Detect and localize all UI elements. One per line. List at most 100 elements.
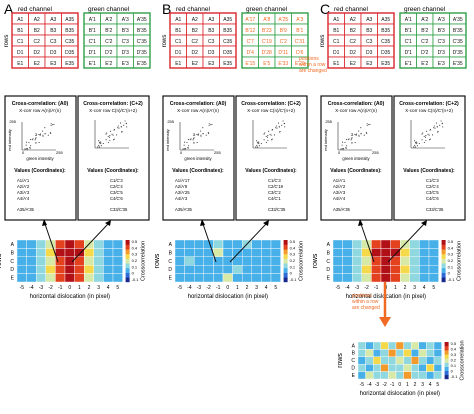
- heatmap-row-label: E: [11, 276, 15, 282]
- colorbar-segment: [441, 244, 446, 250]
- heatmap-cell: [365, 349, 374, 357]
- scatter-point: [354, 142, 356, 144]
- heatmap-cell: [419, 256, 430, 266]
- heatmap-cell: [388, 341, 397, 350]
- heatmap-x-tick: -1: [58, 285, 63, 291]
- scatter-point: [50, 123, 52, 125]
- heatmap-cell: [426, 371, 435, 380]
- heatmap-cell: [365, 356, 374, 365]
- green-grid-outline: [399, 12, 467, 69]
- scatter-point: [207, 131, 209, 133]
- heatmap-x-tick: 2: [246, 285, 249, 291]
- scatter-point: [263, 139, 265, 141]
- heatmap-cell: [409, 265, 420, 274]
- value-coordinate: C2/C'19: [268, 184, 284, 189]
- value-coordinate: C33/C'35: [426, 207, 444, 212]
- colorbar-tick: 0.4: [290, 245, 296, 250]
- scatter-point: [267, 140, 269, 142]
- colorbar-segment: [444, 354, 449, 359]
- green-axis-label: green intensity: [184, 156, 212, 161]
- scatter-point: [100, 142, 102, 144]
- heatmap-cell: [390, 239, 401, 249]
- arrow-right: [71, 223, 109, 263]
- green-channel-grid: A'1 A'2 A'3 A'35 B'1 B'2 B'3 B'35 C'1 C'2 C'3 C'35 D…: [399, 12, 467, 69]
- scatter-point: [265, 141, 267, 143]
- colorbar-label: Crosscorrelation: [460, 340, 466, 380]
- grid-cell-label: E1: [175, 61, 181, 67]
- heatmap-x-tick: 0: [398, 382, 401, 388]
- heatmap-cell: [55, 265, 66, 274]
- heatmap-cell: [103, 248, 114, 257]
- grid-cell-label: C'1: [405, 39, 413, 45]
- heatmap-row-label: D: [326, 267, 330, 273]
- heatmap-cell: [203, 273, 214, 283]
- colorbar-segment: [125, 244, 130, 250]
- values-label: Values (Coordinates):: [172, 168, 224, 174]
- heatmap-cell: [103, 256, 114, 266]
- heatmap-x-tick: 2: [414, 382, 417, 388]
- scatter-point: [254, 146, 257, 148]
- heatmap-cell: [426, 364, 435, 372]
- heatmap-cell: [395, 356, 404, 365]
- grid-cell-label: E2: [34, 61, 40, 67]
- grid-cell-label: B35: [223, 28, 232, 34]
- colorbar-segment: [441, 240, 446, 245]
- heatmap-cell: [74, 265, 85, 274]
- value-coordinate: A1/A'1: [17, 178, 30, 183]
- max-tick: 255: [167, 119, 174, 124]
- heatmap-cell: [373, 356, 382, 365]
- heatmap-x-tick: 1: [394, 285, 397, 291]
- heatmap-cell: [26, 273, 37, 283]
- panel-letter-a: A: [4, 1, 14, 17]
- colorbar-segment: [441, 277, 446, 283]
- scatter-point: [257, 143, 259, 145]
- heatmap-cell: [83, 248, 94, 257]
- grid-cell-label: C'2: [280, 39, 288, 45]
- scatter-point: [113, 128, 116, 131]
- positions-note-b: positions within a row are changed: [299, 56, 327, 74]
- colorbar-segment: [283, 263, 288, 269]
- scatter-point: [429, 128, 432, 131]
- scatter-point: [29, 147, 32, 149]
- grid-cell-label: A3: [208, 17, 214, 23]
- grid-cell-label: A3: [50, 17, 56, 23]
- arrow-right-head: [263, 220, 269, 226]
- grid-cell-label: E'5: [263, 61, 270, 67]
- colorbar-segment: [125, 249, 130, 255]
- heatmap-cell: [261, 256, 272, 266]
- grid-cell-label: E'3: [122, 61, 129, 67]
- scatter-point: [53, 123, 55, 125]
- red-channel-grid: A1 A2 A3 A35 B1 B2 B3 B35 C1 C2 C3 C35 D1 D2 D3 D35 E1 E2…: [169, 12, 237, 69]
- colorbar-tick: 0: [290, 271, 293, 276]
- heatmap-cell: [16, 239, 27, 249]
- grid-cell-label: B'35: [453, 28, 463, 34]
- heatmap-x-tick: -3: [39, 285, 44, 291]
- xcorr-left-box: [320, 95, 393, 221]
- green-channel-grid: A'17 A'8 A'25 A'3 B'12 B'23 B'9 B'1 C'7 C'19 C'2 C'…: [241, 12, 309, 69]
- heatmap-cell: [426, 349, 435, 357]
- grid-cell-label: B2: [34, 28, 40, 34]
- values-label: Values (Coordinates):: [87, 168, 139, 174]
- scatter-point: [427, 133, 429, 135]
- heatmap-x-label: horizontal dislocation (in pixel): [360, 391, 440, 397]
- heatmap-cell: [403, 371, 412, 380]
- heatmap-cell: [409, 248, 420, 257]
- grid-cell-label: E2: [350, 61, 356, 67]
- scatter-point: [42, 135, 44, 137]
- scatter-point: [341, 148, 343, 150]
- scatter-point: [275, 127, 277, 129]
- scatter-point: [200, 134, 202, 136]
- scatter-point: [118, 127, 120, 129]
- heatmap-cell: [418, 371, 427, 380]
- scatter-point: [186, 141, 188, 144]
- colorbar-tick: 0.1: [451, 363, 457, 368]
- colorbar-tick: 0.3: [451, 352, 457, 357]
- scatter-point: [358, 130, 360, 132]
- grid-cell-label: C35: [65, 39, 74, 45]
- scatter-point: [109, 135, 111, 137]
- scatter-point: [414, 141, 416, 143]
- scatter-point: [52, 124, 54, 126]
- heatmap-x-tick: -1: [374, 285, 379, 291]
- colorbar-tick: 0.5: [451, 341, 457, 346]
- scatter-point: [416, 142, 418, 144]
